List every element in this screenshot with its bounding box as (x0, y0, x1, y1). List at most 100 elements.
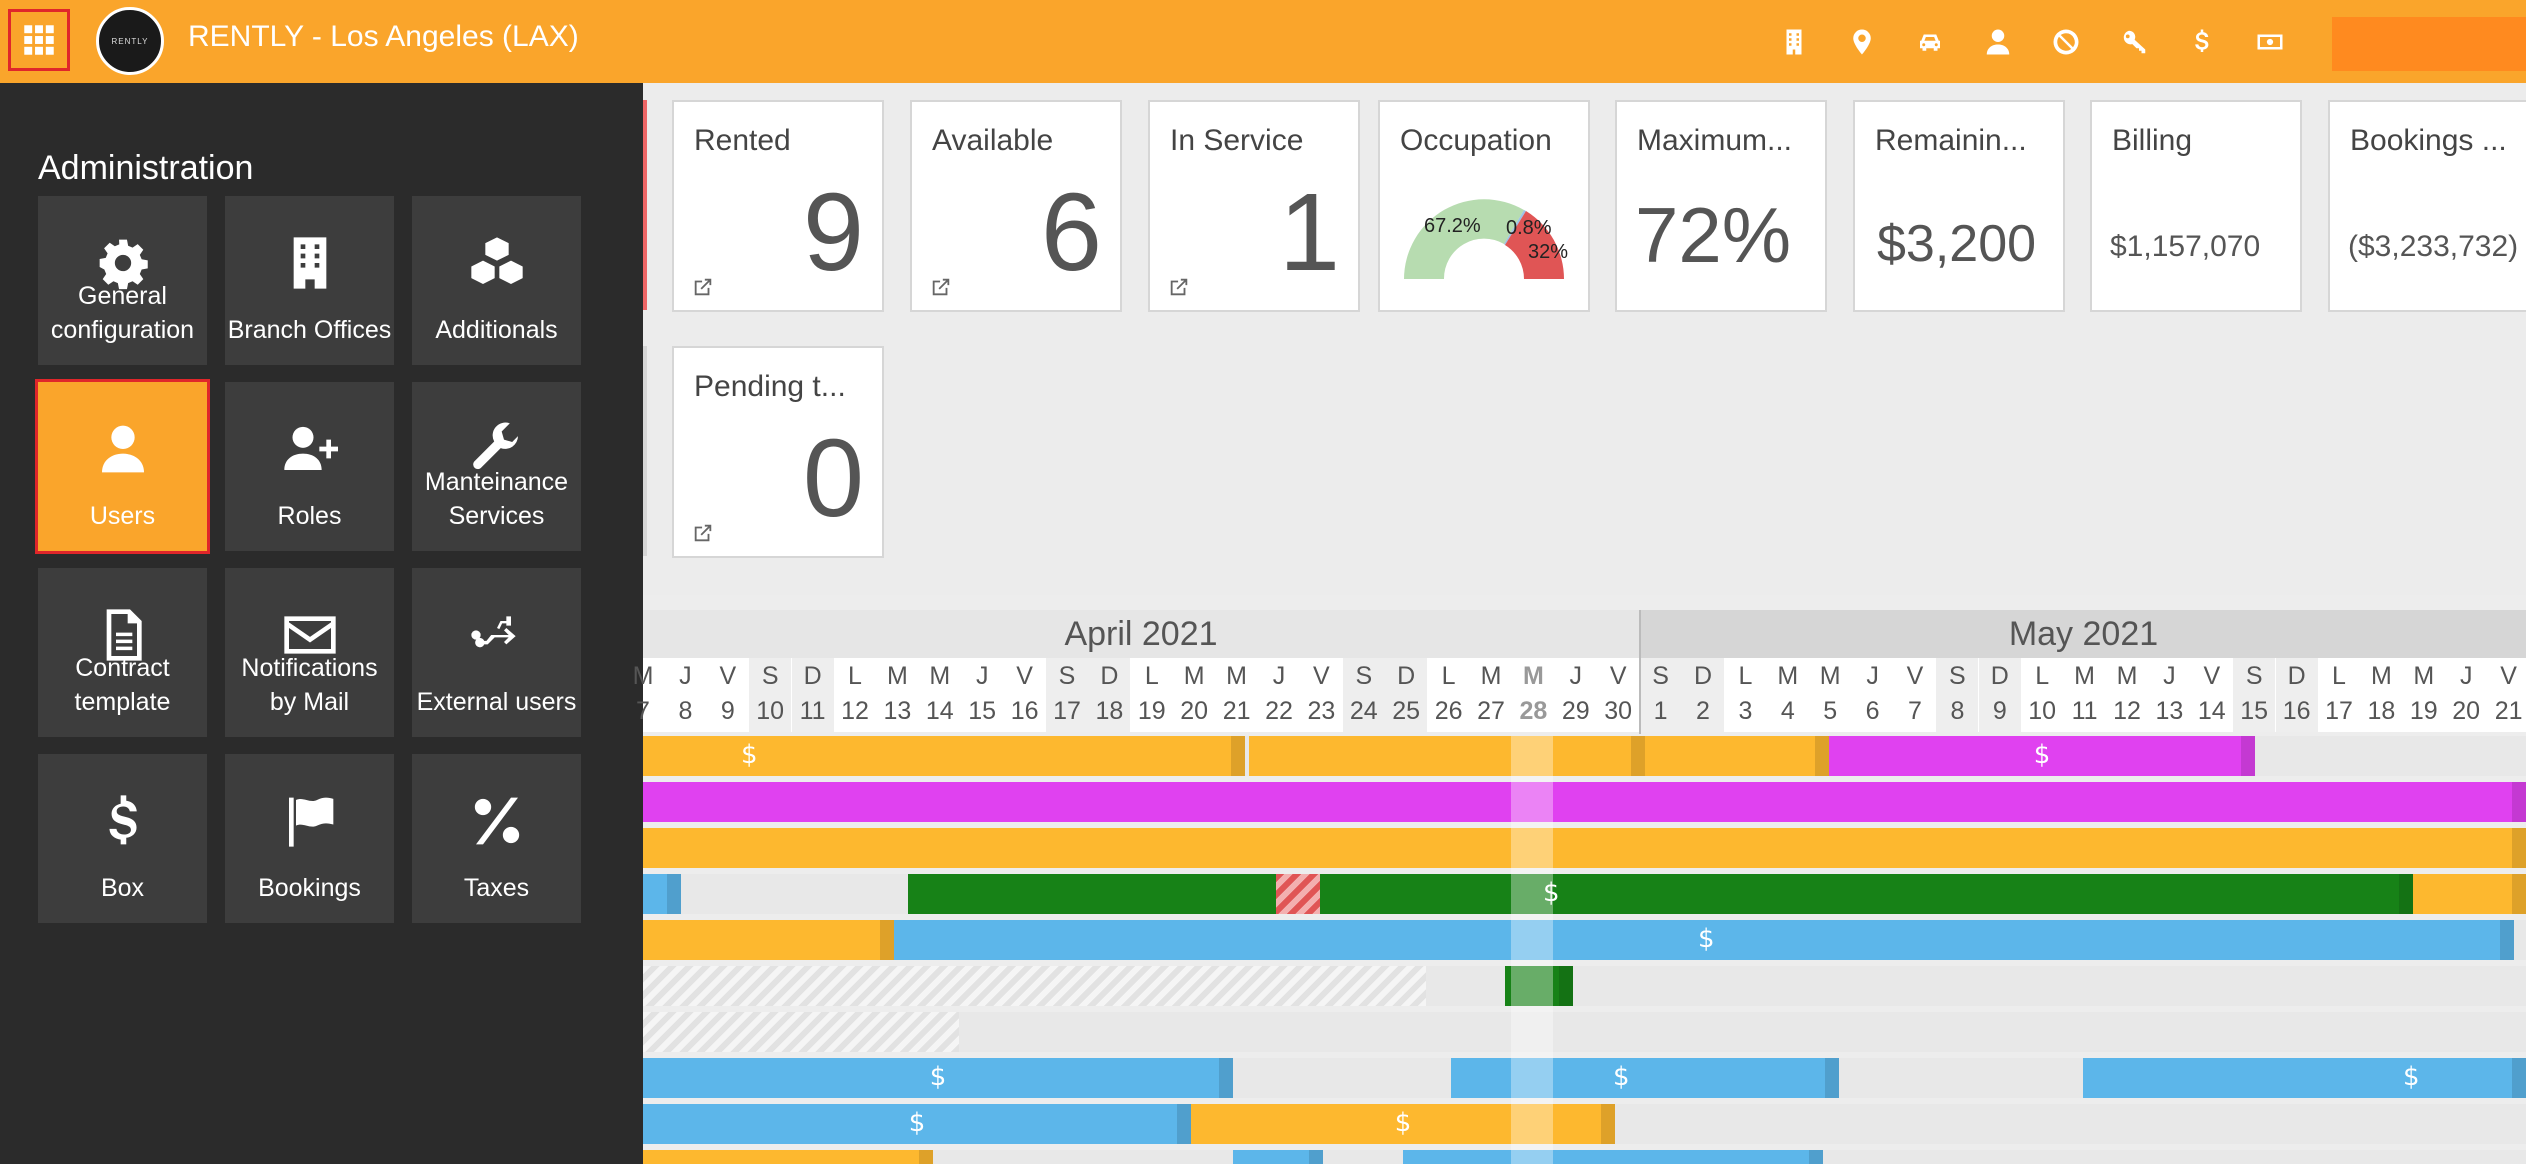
card-billing[interactable]: Billing $1,157,070 (2090, 100, 2302, 312)
top-bar: RENTLY RENTLY - Los Angeles (LAX) (0, 0, 2526, 83)
tile-taxes[interactable]: Taxes (412, 754, 581, 923)
card-maximum[interactable]: Maximum... 72% (1615, 100, 1827, 312)
tile-roles[interactable]: Roles (225, 382, 394, 551)
tile-branch-offices[interactable]: Branch Offices (225, 196, 394, 365)
booking-bar[interactable] (2413, 874, 2526, 914)
gear-icon (38, 234, 207, 292)
day-letter: M (1226, 662, 1247, 690)
building-icon[interactable] (1760, 22, 1828, 62)
tile-contract-template[interactable]: Contract template (38, 568, 207, 737)
card-value: 0 (802, 417, 864, 540)
key-icon[interactable] (2100, 22, 2168, 62)
ban-icon[interactable] (2032, 22, 2100, 62)
day-number: 17 (2325, 697, 2353, 725)
day-number: 27 (1477, 697, 1505, 725)
user-menu-box[interactable] (2332, 17, 2526, 71)
card-value: 72% (1635, 191, 1792, 279)
day-cell: L 19 (1131, 658, 1173, 732)
tile-additionals[interactable]: Additionals (412, 196, 581, 365)
day-cell: L 10 (2021, 658, 2063, 732)
day-cell: S 15 (2233, 658, 2276, 732)
booking-bar[interactable]: $ (1191, 1104, 1615, 1144)
card-rented[interactable]: Rented 9 (672, 100, 884, 312)
card-occupation[interactable]: Occupation 67.2% 0.8% 32% (1378, 100, 1590, 312)
card-title: Maximum... (1637, 124, 1793, 157)
external-link-icon[interactable] (692, 522, 714, 544)
car-icon[interactable] (1896, 22, 1964, 62)
booking-bar[interactable] (643, 828, 2526, 868)
booking-bar[interactable]: $ (894, 920, 2514, 960)
booking-bar[interactable] (1233, 1150, 1323, 1164)
booking-bar[interactable]: $ (908, 874, 2413, 914)
external-link-icon[interactable] (692, 276, 714, 298)
day-cell: M 18 (2360, 658, 2402, 732)
money-bill-icon[interactable] (2236, 22, 2304, 62)
card-in-service[interactable]: In Service 1 (1148, 100, 1360, 312)
booking-bar[interactable]: $ (1451, 1058, 1839, 1098)
booking-bar[interactable] (643, 782, 2526, 822)
booking-bar[interactable]: $ (2083, 1058, 2526, 1098)
tile-manteinance-services[interactable]: Manteinance Services (412, 382, 581, 551)
page-title: RENTLY - Los Angeles (LAX) (188, 20, 579, 53)
booking-bar[interactable]: $ (741, 736, 1829, 776)
tile-external-users[interactable]: External users (412, 568, 581, 737)
day-number: 10 (756, 697, 785, 725)
card-pending[interactable]: Pending t... 0 (672, 346, 884, 558)
booking-bar[interactable] (643, 1150, 933, 1164)
card-title: Occupation (1400, 124, 1552, 157)
top-icon-bar (1760, 22, 2304, 62)
day-letter: J (1569, 662, 1583, 690)
tile-label: Box (100, 874, 145, 902)
flag-icon (225, 792, 394, 850)
apps-grid-button[interactable] (8, 9, 70, 71)
tile-general-configuration[interactable]: General configuration (38, 196, 207, 365)
card-edge (643, 346, 647, 556)
cubes-icon (412, 234, 581, 292)
day-letter: M (2370, 662, 2392, 690)
booking-bar[interactable] (643, 920, 894, 960)
booking-bar[interactable] (1249, 736, 1645, 776)
booking-bar[interactable]: $ (643, 1058, 1233, 1098)
day-letter: J (679, 662, 692, 690)
card-available[interactable]: Available 6 (910, 100, 1122, 312)
tile-notifications-by-mail[interactable]: Notifications by Mail (225, 568, 394, 737)
today-column (1511, 736, 1553, 1164)
month-header-april: April 2021 (643, 610, 1639, 658)
gauge-label-free: 32% (1528, 241, 1568, 263)
booking-bar[interactable] (643, 874, 681, 914)
rently-logo[interactable]: RENTLY (96, 7, 164, 75)
day-number: 28 (1519, 697, 1548, 725)
booking-bar[interactable]: $ (1829, 736, 2255, 776)
tile-label: Roles (277, 502, 342, 530)
external-link-icon[interactable] (930, 276, 952, 298)
payment-indicator: $ (929, 1062, 947, 1092)
tile-users[interactable]: Users (35, 379, 210, 554)
tile-box[interactable]: Box (38, 754, 207, 923)
day-number: 22 (1265, 697, 1293, 725)
booking-bar[interactable]: $ (643, 1104, 1191, 1144)
day-letter: V (719, 662, 737, 690)
booking-bar[interactable] (643, 736, 1245, 776)
day-number: 15 (2240, 697, 2269, 725)
card-remaining[interactable]: Remainin... $3,200 (1853, 100, 2065, 312)
card-value: $3,200 (1877, 215, 2037, 273)
day-letter: S (1355, 662, 1373, 690)
card-bookings[interactable]: Bookings ... ($3,233,732) (2328, 100, 2526, 312)
external-link-icon[interactable] (1168, 276, 1190, 298)
user-icon[interactable] (1964, 22, 2032, 62)
occupation-gauge: 67.2% 0.8% 32% (1404, 199, 1568, 279)
maintenance-block[interactable] (1276, 874, 1320, 914)
tile-bookings[interactable]: Bookings (225, 754, 394, 923)
booking-bar[interactable] (1403, 1150, 1823, 1164)
day-letter: D (1693, 662, 1713, 690)
day-letter: D (1397, 662, 1416, 690)
day-cell: V 23 (1300, 658, 1342, 732)
day-letter: L (1441, 662, 1456, 690)
day-number: 11 (799, 697, 826, 725)
dollar-icon[interactable] (2168, 22, 2236, 62)
booking-bar[interactable] (1505, 966, 1573, 1006)
map-marker-icon[interactable] (1828, 22, 1896, 62)
